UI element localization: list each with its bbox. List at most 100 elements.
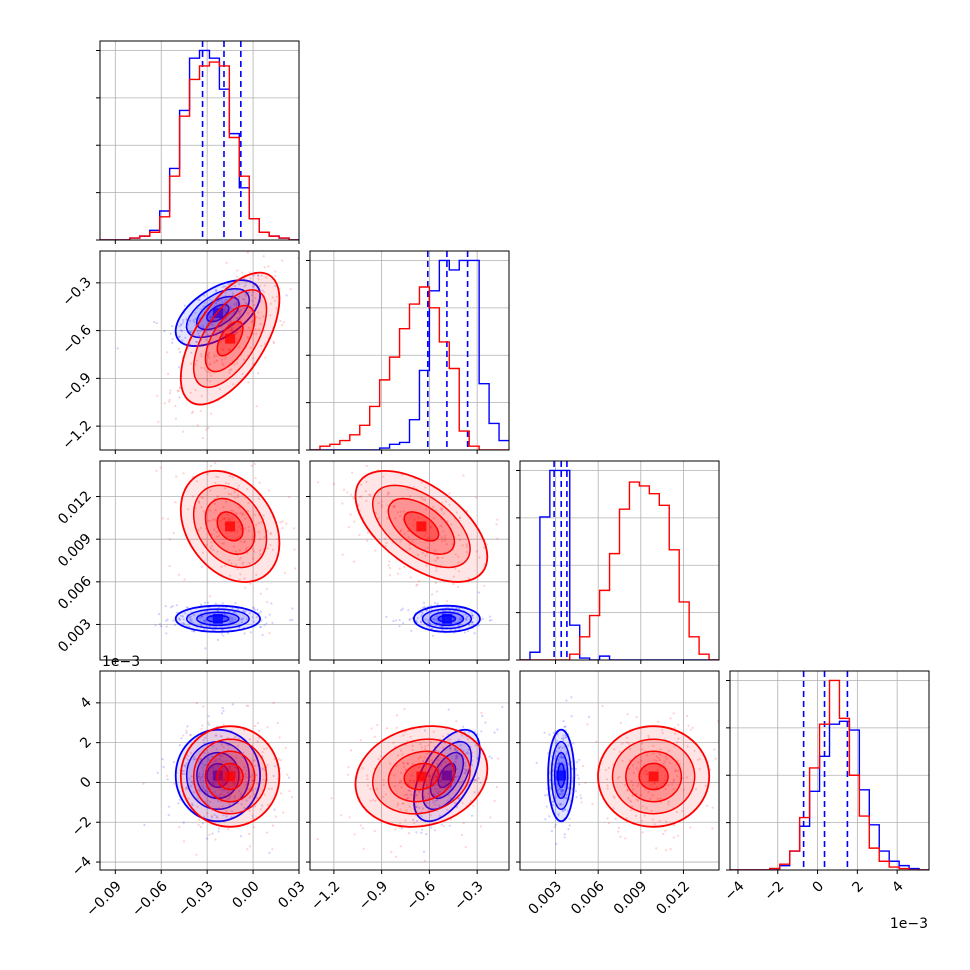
sample-point <box>409 576 412 579</box>
sample-point <box>395 764 398 767</box>
sample-point <box>437 787 440 790</box>
sample-point <box>667 803 670 806</box>
sample-point <box>555 741 558 745</box>
y-tick-label: −0.6 <box>59 322 94 357</box>
sample-point <box>242 617 245 620</box>
sample-point <box>216 816 219 819</box>
sample-point <box>260 619 263 622</box>
sample-point <box>621 742 624 745</box>
sample-point <box>240 621 244 624</box>
sample-point <box>316 838 319 841</box>
sample-point <box>208 352 211 355</box>
panel-frame-1-1 <box>309 250 510 451</box>
sample-point <box>233 363 236 366</box>
sample-point <box>259 626 262 629</box>
sample-point <box>429 525 432 529</box>
sample-point <box>200 506 203 509</box>
sample-point <box>219 734 222 738</box>
sample-point <box>449 738 452 741</box>
density-peak-series1-2-0 <box>225 521 236 532</box>
sample-point <box>561 737 564 740</box>
sample-point <box>244 776 247 779</box>
sample-point <box>237 737 240 740</box>
sample-point <box>220 760 223 763</box>
sample-point <box>272 340 275 343</box>
sample-point <box>233 491 236 494</box>
sample-point <box>365 464 368 467</box>
sample-point <box>559 745 562 749</box>
sample-point <box>415 584 418 587</box>
sample-point <box>227 748 230 751</box>
sample-point <box>268 632 271 635</box>
sample-point <box>175 475 178 478</box>
sample-point <box>238 310 241 313</box>
sample-point <box>432 799 435 802</box>
sample-point <box>229 767 232 770</box>
sample-point <box>266 547 269 550</box>
sample-point <box>403 766 406 769</box>
sample-point <box>672 778 676 782</box>
sample-point <box>394 828 397 831</box>
sample-point <box>488 755 491 758</box>
sample-point <box>727 765 729 767</box>
sample-point <box>643 814 646 817</box>
sample-point <box>184 766 187 769</box>
sample-point <box>227 482 230 485</box>
density-peak-series0-3-2 <box>556 770 567 781</box>
sample-point <box>178 618 181 621</box>
sample-point <box>177 617 180 620</box>
sample-point <box>605 778 609 781</box>
sample-point <box>420 828 423 831</box>
sample-point <box>228 369 231 372</box>
sample-point <box>263 266 266 269</box>
sample-point <box>460 833 463 837</box>
sample-point <box>434 774 437 778</box>
sample-point <box>204 736 207 740</box>
sample-point <box>439 780 442 783</box>
sample-point <box>416 793 419 797</box>
sample-point <box>214 508 217 512</box>
sample-point <box>231 764 234 767</box>
sample-point <box>252 620 255 623</box>
sample-point <box>444 500 448 503</box>
density-peak-series1-3-1 <box>416 771 427 782</box>
sample-point <box>377 502 380 505</box>
sample-point <box>228 347 231 351</box>
sample-point <box>440 823 443 826</box>
sample-point <box>420 481 423 484</box>
sample-point <box>291 618 294 622</box>
sample-point <box>199 453 201 455</box>
sample-point <box>577 777 580 780</box>
sample-point <box>621 759 624 763</box>
sample-point <box>369 787 372 791</box>
sample-point <box>193 630 196 633</box>
sample-point <box>247 381 250 384</box>
sample-point <box>490 757 493 760</box>
sample-point <box>560 790 563 793</box>
sample-point <box>452 617 455 620</box>
sample-point <box>223 613 226 616</box>
sample-point <box>259 592 262 595</box>
sample-point <box>211 765 214 769</box>
sample-point <box>199 616 202 620</box>
sample-point <box>630 809 633 812</box>
sample-point <box>201 324 205 327</box>
sample-point <box>440 509 443 512</box>
x-tick-label: −0.09 <box>83 878 125 920</box>
sample-point <box>197 789 200 792</box>
sample-point <box>212 548 215 552</box>
sample-point <box>234 564 237 567</box>
sample-point <box>440 518 443 521</box>
sample-point <box>219 758 222 762</box>
sample-point <box>655 755 659 758</box>
sample-point <box>473 791 476 794</box>
sample-point <box>209 800 212 804</box>
sample-point <box>400 609 403 612</box>
sample-point <box>448 492 451 495</box>
sample-point <box>570 696 573 699</box>
sample-point <box>420 621 423 624</box>
sample-point <box>563 725 566 728</box>
sample-point <box>455 511 458 514</box>
sample-point <box>240 618 243 621</box>
histogram-series1-p3 <box>730 679 929 870</box>
